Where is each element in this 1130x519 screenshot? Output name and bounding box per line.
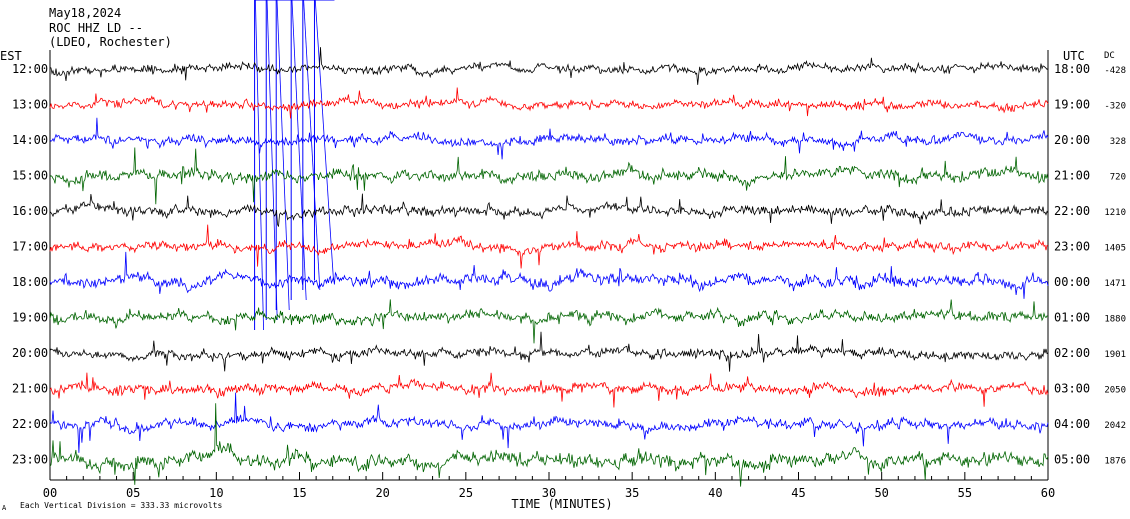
trace-line: [49, 224, 1049, 269]
left-timezone-label: EST: [0, 49, 22, 63]
trace-line: [49, 403, 1049, 487]
dc-header-label: DC: [1104, 51, 1115, 61]
x-tick-label: 55: [958, 486, 972, 500]
trace-line: [49, 87, 1049, 119]
right-hour-label: 01:00: [1054, 311, 1090, 325]
trace-line: [49, 331, 1049, 372]
trace-line: [49, 117, 1049, 160]
x-tick-label: 40: [708, 486, 722, 500]
right-hour-label: 03:00: [1054, 382, 1090, 396]
event-marker-line: [276, 0, 290, 311]
dc-offset-label: 1471: [1104, 279, 1126, 289]
x-tick-label: 10: [209, 486, 223, 500]
right-hour-label: 18:00: [1054, 62, 1090, 76]
right-hour-label: 02:00: [1054, 346, 1090, 360]
trace-line: [49, 193, 1049, 227]
right-timezone-label: UTC: [1063, 49, 1085, 63]
event-marker-line: [303, 0, 321, 291]
dc-offset-label: 2042: [1104, 421, 1126, 431]
vertical-division-note: Each Vertical Division = 333.33 microvol…: [20, 501, 222, 510]
left-hour-label: 14:00: [12, 133, 48, 147]
x-tick-label: 15: [292, 486, 306, 500]
x-tick-label: 25: [459, 486, 473, 500]
dc-offset-label: 1876: [1104, 457, 1126, 467]
left-hour-label: 15:00: [12, 169, 48, 183]
x-tick-label: 20: [375, 486, 389, 500]
dc-offset-label: 1405: [1104, 244, 1126, 254]
left-hour-label: 18:00: [12, 275, 48, 289]
x-tick-label: 30: [542, 486, 556, 500]
station-label: ROC HHZ LD --: [49, 21, 143, 35]
left-hour-label: 19:00: [12, 311, 48, 325]
dc-offset-label: -428: [1104, 66, 1126, 76]
x-tick-label: 50: [874, 486, 888, 500]
left-hour-label: 17:00: [12, 240, 48, 254]
left-hour-label: 20:00: [12, 346, 48, 360]
dc-offset-label: 1880: [1104, 315, 1126, 325]
trace-line: [49, 299, 1049, 344]
x-tick-label: 60: [1041, 486, 1055, 500]
footer-mark: A: [2, 504, 7, 512]
event-marker-line: [266, 0, 278, 321]
dc-offset-label: 1901: [1104, 350, 1126, 360]
location-label: (LDEO, Rochester): [49, 35, 172, 49]
dc-offset-label: 2050: [1104, 386, 1126, 396]
right-hour-label: 23:00: [1054, 240, 1090, 254]
x-axis-title: TIME (MINUTES): [511, 497, 612, 511]
event-marker-line: [254, 0, 264, 331]
x-tick-label: 45: [791, 486, 805, 500]
left-hour-label: 21:00: [12, 382, 48, 396]
right-hour-label: 22:00: [1054, 204, 1090, 218]
trace-line: [49, 47, 1049, 85]
left-hour-label: 12:00: [12, 62, 48, 76]
left-hour-label: 23:00: [12, 453, 48, 467]
left-hour-label: 22:00: [12, 417, 48, 431]
dc-offset-label: -320: [1104, 102, 1126, 112]
dc-offset-label: 1210: [1104, 208, 1126, 218]
x-tick-label: 05: [126, 486, 140, 500]
dc-offset-label: 328: [1110, 137, 1126, 147]
trace-line: [49, 372, 1049, 408]
right-hour-label: 05:00: [1054, 453, 1090, 467]
left-hour-label: 16:00: [12, 204, 48, 218]
dc-offset-label: 720: [1110, 173, 1126, 183]
x-tick-label: 35: [625, 486, 639, 500]
event-marker-line: [291, 0, 307, 301]
left-hour-label: 13:00: [12, 98, 48, 112]
right-hour-label: 21:00: [1054, 169, 1090, 183]
date-label: May18,2024: [49, 6, 122, 20]
right-hour-label: 00:00: [1054, 275, 1090, 289]
trace-line: [49, 392, 1049, 453]
trace-line: [49, 147, 1049, 205]
right-hour-label: 04:00: [1054, 417, 1090, 431]
x-tick-label: 00: [43, 486, 57, 500]
trace-line: [49, 251, 1049, 299]
right-hour-label: 20:00: [1054, 133, 1090, 147]
right-hour-label: 19:00: [1054, 98, 1090, 112]
